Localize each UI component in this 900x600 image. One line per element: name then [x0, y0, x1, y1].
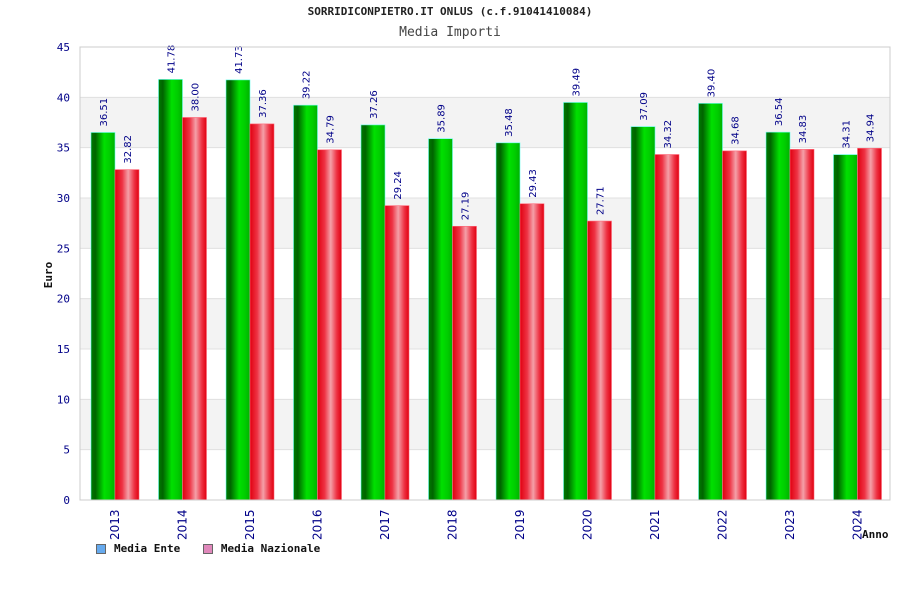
grid-band	[80, 198, 890, 249]
bar-media-ente-2020	[563, 102, 588, 501]
bar-media-ente-2018	[428, 138, 453, 501]
data-label: 32.82	[123, 135, 134, 164]
bar-media-nazionale-2013	[114, 169, 140, 501]
x-tick-label: 2018	[446, 509, 460, 540]
bar-media-nazionale-2021	[654, 154, 680, 501]
x-tick-label: 2024	[851, 509, 865, 540]
x-tick-label: 2016	[311, 509, 325, 540]
data-label: 27.19	[461, 192, 472, 221]
bar-media-nazionale-2015	[249, 123, 275, 501]
y-tick-label: 45	[57, 41, 70, 54]
y-tick-label: 30	[57, 192, 70, 205]
bar-media-nazionale-2022	[722, 150, 747, 501]
y-tick-label: 35	[57, 142, 70, 155]
y-tick-label: 5	[63, 444, 70, 457]
data-label: 34.32	[663, 120, 674, 149]
legend-swatch-media-ente	[96, 543, 106, 554]
bar-media-nazionale-2018	[452, 225, 477, 501]
data-label: 38.00	[191, 83, 202, 112]
axes: 0 5 10 15 20 25 30 35 40 45 2013 2014 2015 2016 2017 20…	[57, 41, 891, 540]
data-label: 34.68	[731, 116, 742, 145]
bar-media-nazionale-2014	[182, 117, 207, 501]
y-tick-label: 0	[63, 494, 70, 507]
bar-media-ente-2021	[630, 126, 656, 501]
x-tick-label: 2019	[513, 509, 527, 540]
grid-band	[80, 147, 890, 198]
data-label: 29.43	[528, 169, 539, 198]
legend-label-media-nazionale: Media Nazionale	[220, 542, 321, 555]
grid-band	[80, 449, 890, 500]
data-label: 27.71	[596, 186, 607, 215]
data-label: 36.54	[774, 98, 785, 127]
bar-media-ente-2022	[698, 103, 723, 501]
data-label: 35.48	[504, 108, 515, 137]
legend-label-media-ente: Media Ente	[114, 542, 181, 555]
bar-media-nazionale-2023	[789, 149, 815, 501]
grid-band	[80, 97, 890, 148]
y-axis-label: Euro	[42, 261, 55, 288]
y-tick-label: 20	[57, 293, 70, 306]
grid-band	[80, 47, 890, 98]
bar-media-ente-2019	[495, 142, 521, 501]
x-tick-label: 2014	[176, 509, 190, 540]
bar-media-nazionale-2024	[857, 147, 882, 501]
data-label: 34.31	[842, 120, 853, 149]
grid-band	[80, 298, 890, 349]
bar-media-nazionale-2019	[519, 203, 545, 501]
legend-item-media-nazionale: Media Nazionale	[202, 542, 321, 555]
plot-frame	[79, 46, 891, 501]
legend: Media Ente Media Nazionale	[96, 542, 336, 557]
data-label: 37.26	[369, 90, 380, 119]
y-tick-label: 15	[57, 343, 70, 356]
bar-media-ente-2023	[765, 131, 791, 501]
data-label: 35.89	[437, 104, 448, 133]
data-label: 34.94	[866, 114, 877, 143]
legend-item-media-ente: Media Ente	[96, 542, 180, 555]
chart-title: SORRIDICONPIETRO.IT ONLUS (c.f.910414100…	[307, 5, 593, 18]
grid-band	[80, 248, 890, 299]
data-label: 39.22	[302, 71, 313, 100]
data-label: 36.51	[99, 98, 110, 127]
bar-media-ente-2013	[90, 132, 116, 501]
data-label: 39.40	[707, 69, 718, 98]
x-tick-label: 2022	[716, 509, 730, 540]
bar-media-ente-2017	[360, 124, 386, 501]
grid-band	[80, 399, 890, 450]
data-label: 34.83	[798, 115, 809, 144]
data-label: 37.36	[258, 89, 269, 118]
bar-media-ente-2014	[158, 79, 183, 501]
y-tick-label: 40	[57, 91, 70, 104]
x-tick-label: 2020	[581, 509, 595, 540]
data-label: 34.79	[326, 115, 337, 144]
grid-band	[80, 349, 890, 400]
bar-media-nazionale-2016	[317, 149, 342, 501]
data-label: 39.49	[572, 68, 583, 97]
bar-media-nazionale-2017	[384, 205, 410, 501]
x-tick-label: 2023	[783, 509, 797, 540]
bar-media-ente-2015	[225, 79, 251, 501]
x-tick-label: 2017	[378, 509, 392, 540]
data-label: 29.24	[393, 171, 404, 200]
x-tick-label: 2015	[243, 509, 257, 540]
data-label: 37.09	[639, 92, 650, 121]
data-label: 41.73	[234, 45, 245, 74]
legend-swatch-media-nazionale	[202, 543, 213, 554]
x-tick-label: 2021	[648, 509, 662, 540]
bar-media-nazionale-2020	[587, 220, 612, 501]
bar-media-ente-2024	[833, 154, 858, 501]
y-tick-label: 10	[57, 393, 70, 406]
data-label: 41.78	[167, 45, 178, 74]
grid	[80, 46, 890, 501]
chart-subtitle: Media Importi	[399, 25, 501, 40]
x-tick-label: 2013	[108, 509, 122, 540]
x-axis-label: Anno	[862, 528, 889, 541]
y-tick-label: 25	[57, 242, 70, 255]
bar-media-ente-2016	[293, 104, 318, 501]
